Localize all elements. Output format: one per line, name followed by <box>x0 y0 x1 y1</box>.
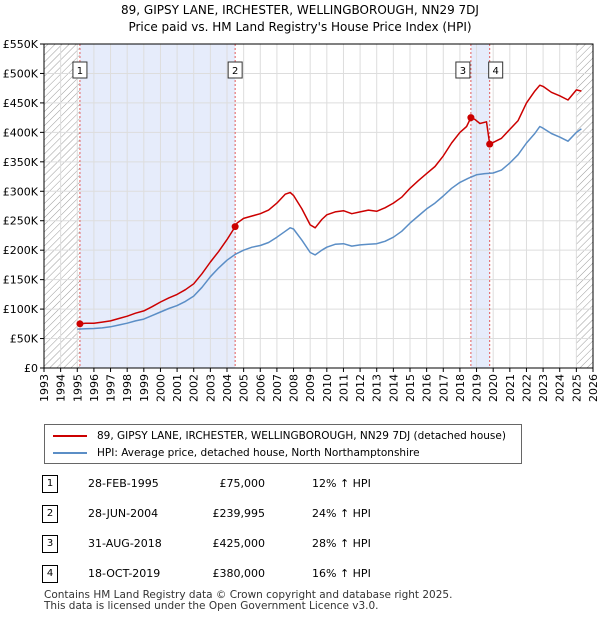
x-tick-label: 2011 <box>337 374 350 402</box>
sales-row: 2 28-JUN-2004 £239,995 24% ↑ HPI <box>0 504 600 524</box>
x-tick-label: 2016 <box>421 374 434 402</box>
sale-label-text: 3 <box>460 66 466 77</box>
x-tick-label: 2018 <box>454 374 467 402</box>
sale-hpi-change: 24% ↑ HPI <box>312 507 371 520</box>
x-tick-label: 2022 <box>520 374 533 402</box>
sale-point <box>467 114 475 122</box>
x-tick-label: 1996 <box>88 374 101 402</box>
chart-title-line2: Price paid vs. HM Land Registry's House … <box>128 20 472 34</box>
price-chart: 1 2 3 4 £0 £50K £100K £150K £200K £250K £300K £350… <box>3 38 600 402</box>
x-tick-label: 2025 <box>570 374 583 402</box>
sale-label-box <box>72 61 88 79</box>
y-tick-label: £200K <box>3 244 39 257</box>
sale-date: 18-OCT-2019 <box>88 567 161 580</box>
chart-title-line1: 89, GIPSY LANE, IRCHESTER, WELLINGBOROUG… <box>121 3 479 17</box>
x-tick-label: 2000 <box>154 374 167 402</box>
sale-date: 28-FEB-1995 <box>88 477 159 490</box>
sale-date: 31-AUG-2018 <box>88 537 162 550</box>
x-tick-label: 2008 <box>288 374 301 402</box>
x-tick-label: 1995 <box>71 374 84 402</box>
x-tick-label: 2023 <box>537 374 550 402</box>
x-tick-label: 2019 <box>471 374 484 402</box>
sale-price: £425,000 <box>212 537 266 550</box>
sale-number-badge: 3 <box>42 535 58 553</box>
x-tick-label: 1993 <box>38 374 51 402</box>
sale-label-box <box>455 61 471 79</box>
sale-hpi-change: 28% ↑ HPI <box>312 537 371 550</box>
x-tick-label: 2015 <box>404 374 417 402</box>
footer-copyright: Contains HM Land Registry data © Crown c… <box>44 589 453 601</box>
sale-number-badge: 1 <box>42 475 58 493</box>
y-tick-label: £100K <box>3 303 39 316</box>
x-tick-label: 2021 <box>504 374 517 402</box>
y-tick-label: £400K <box>3 126 39 139</box>
x-tick-label: 2012 <box>354 374 367 402</box>
x-tick-label: 2026 <box>587 374 600 402</box>
legend-swatch-hpi <box>53 452 87 454</box>
y-tick-label: £50K <box>10 333 39 346</box>
chart-title: 89, GIPSY LANE, IRCHESTER, WELLINGBOROUG… <box>0 2 600 36</box>
x-tick-label: 2010 <box>321 374 334 402</box>
x-tick-label: 1997 <box>105 374 118 402</box>
sale-label-box <box>227 61 243 79</box>
legend-entry-property: 89, GIPSY LANE, IRCHESTER, WELLINGBOROUG… <box>53 428 506 444</box>
sale-label-box <box>488 61 504 79</box>
legend-label-property: 89, GIPSY LANE, IRCHESTER, WELLINGBOROUG… <box>97 430 506 442</box>
sale-price: £380,000 <box>212 567 266 580</box>
legend-entry-hpi: HPI: Average price, detached house, Nort… <box>53 445 420 461</box>
x-tick-label: 2003 <box>204 374 217 402</box>
x-tick-label: 2001 <box>171 374 184 402</box>
hatched-range <box>576 44 593 368</box>
sale-label-text: 2 <box>232 66 238 77</box>
y-tick-label: £350K <box>3 156 39 169</box>
plot-frame <box>43 43 594 369</box>
footer-licence: This data is licensed under the Open Gov… <box>44 600 379 612</box>
y-tick-label: £0 <box>24 362 38 375</box>
sale-hpi-change: 16% ↑ HPI <box>312 567 371 580</box>
y-tick-label: £250K <box>3 215 39 228</box>
x-tick-label: 2007 <box>271 374 284 402</box>
x-tick-label: 2014 <box>387 374 400 402</box>
y-tick-label: £300K <box>3 185 39 198</box>
shaded-range <box>470 44 490 368</box>
x-tick-label: 1994 <box>55 374 68 402</box>
sale-hpi-change: 12% ↑ HPI <box>312 477 371 490</box>
x-tick-label: 1998 <box>121 374 134 402</box>
x-tick-label: 2005 <box>238 374 251 402</box>
sale-date: 28-JUN-2004 <box>88 507 159 520</box>
legend-label-hpi: HPI: Average price, detached house, Nort… <box>97 447 420 459</box>
x-tick-label: 2013 <box>371 374 384 402</box>
sale-point <box>76 320 84 328</box>
x-tick-label: 2024 <box>554 374 567 402</box>
x-tick-label: 2004 <box>221 374 234 402</box>
sale-point <box>486 140 494 148</box>
sale-number-badge: 4 <box>42 565 58 583</box>
x-tick-label: 2009 <box>304 374 317 402</box>
y-tick-label: £500K <box>3 67 39 80</box>
y-tick-label: £550K <box>3 38 39 51</box>
sale-label-text: 1 <box>77 66 83 77</box>
sale-label-text: 4 <box>493 66 499 77</box>
hatched-range <box>44 44 80 368</box>
sale-point <box>231 223 239 231</box>
x-tick-label: 2020 <box>487 374 500 402</box>
legend-swatch-property <box>53 435 87 437</box>
footer: Contains HM Land Registry data © Crown c… <box>44 590 452 612</box>
sale-price: £75,000 <box>219 477 266 490</box>
y-tick-label: £150K <box>3 274 39 287</box>
y-tick-label: £450K <box>3 97 39 110</box>
sales-row: 3 31-AUG-2018 £425,000 28% ↑ HPI <box>0 534 600 554</box>
x-tick-label: 2002 <box>188 374 201 402</box>
property-price-line <box>79 84 582 325</box>
sale-price: £239,995 <box>212 507 266 520</box>
shaded-range <box>79 44 236 368</box>
sale-number-badge: 2 <box>42 505 58 523</box>
x-tick-label: 1999 <box>138 374 151 402</box>
sales-row: 4 18-OCT-2019 £380,000 16% ↑ HPI <box>0 564 600 584</box>
sales-row: 1 28-FEB-1995 £75,000 12% ↑ HPI <box>0 474 600 494</box>
x-tick-label: 2006 <box>254 374 267 402</box>
hpi-line <box>77 125 582 330</box>
x-tick-label: 2017 <box>437 374 450 402</box>
legend: 89, GIPSY LANE, IRCHESTER, WELLINGBOROUG… <box>44 424 522 464</box>
